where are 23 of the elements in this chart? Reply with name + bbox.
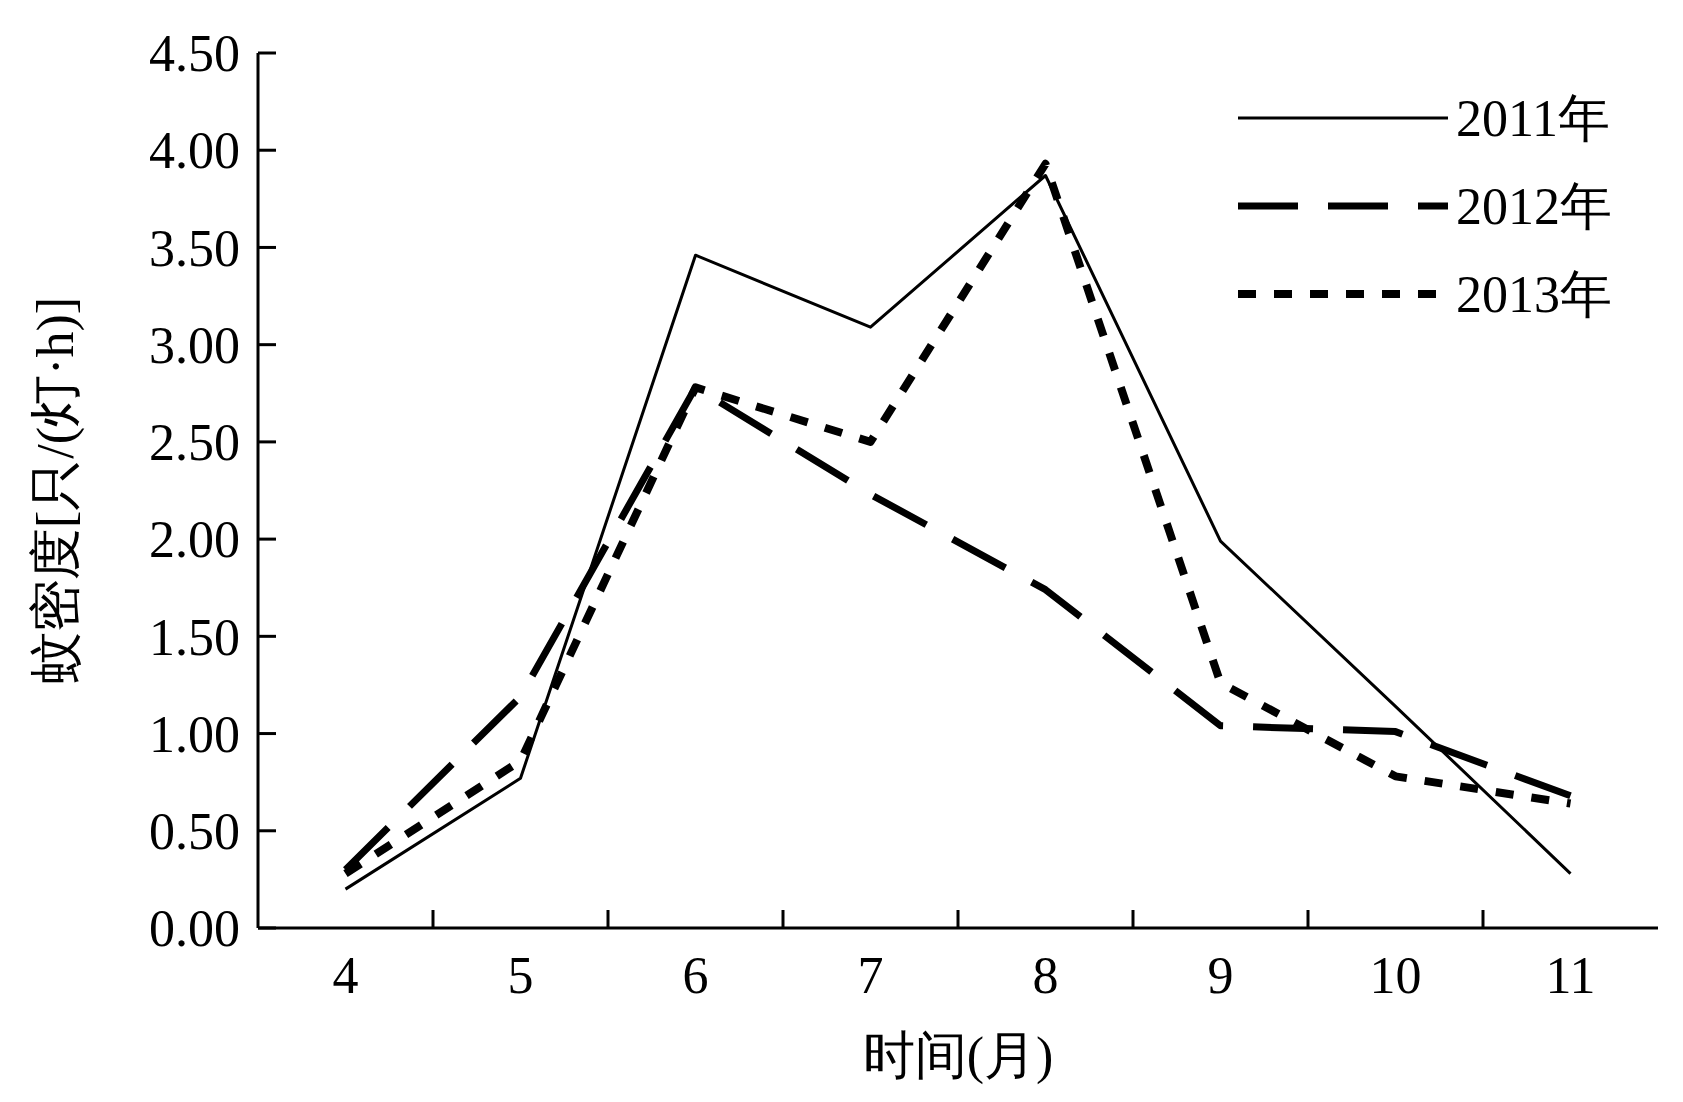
y-tick-label: 2.50 (149, 414, 240, 472)
x-tick-label: 11 (1545, 947, 1596, 1004)
y-tick-label: 1.50 (149, 608, 240, 666)
y-tick-label: 3.50 (149, 219, 240, 277)
legend-label: 2013年 (1456, 266, 1612, 324)
x-tick-label: 5 (507, 947, 534, 1004)
y-tick-label: 4.00 (149, 122, 240, 180)
y-tick-label: 4.50 (149, 25, 240, 83)
x-axis-title: 时间(月) (862, 1027, 1054, 1085)
legend-label: 2011年 (1456, 90, 1611, 148)
x-tick-label: 7 (857, 947, 884, 1004)
y-tick-label: 0.00 (149, 900, 240, 958)
x-tick-label: 4 (332, 947, 359, 1004)
x-tick-label: 6 (682, 947, 709, 1004)
x-tick-label: 9 (1207, 947, 1234, 1004)
y-tick-label: 3.00 (149, 316, 240, 374)
legend-label: 2012年 (1456, 178, 1612, 236)
x-tick-label: 10 (1369, 947, 1422, 1004)
y-tick-label: 1.00 (149, 705, 240, 763)
y-tick-label: 0.50 (149, 802, 240, 860)
y-tick-label: 2.00 (149, 511, 240, 569)
x-tick-label: 8 (1032, 947, 1059, 1004)
y-axis-title: 蚊密度[只/(灯·h)] (27, 296, 85, 685)
